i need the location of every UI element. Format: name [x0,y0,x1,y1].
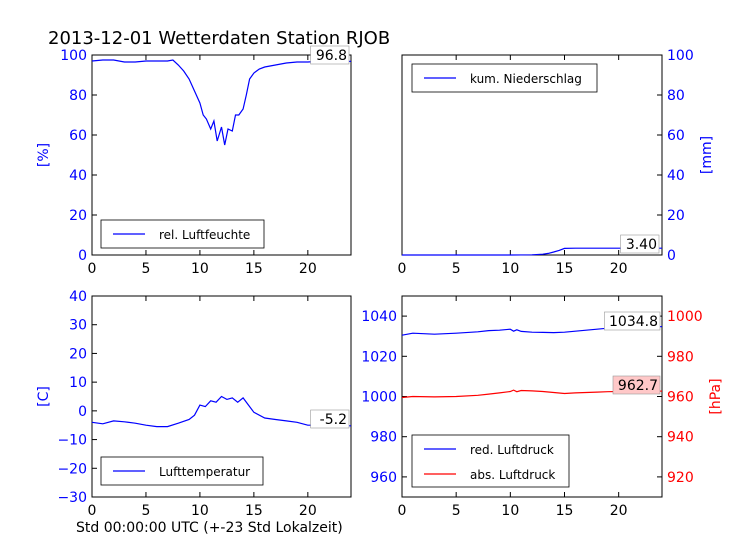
pressure-ytick-label-right: 920 [667,470,694,486]
temperature-xtick-label: 15 [245,503,263,519]
pressure-ylabel-right: [hPa] [708,378,724,414]
pressure-ytick-label-left: 960 [370,470,397,486]
pressure-ytick-label-right: 980 [667,349,694,365]
temperature-panel: 0 5 10 15 20 −30 −20 −10 0 10 20 30 40 [C] -5.2 Lufttem… [36,289,352,519]
temperature-series-line [91,395,351,428]
pressure-ytick-label-right: 940 [667,430,694,446]
humidity-ytick-label: 60 [69,128,87,144]
humidity-ytick-label: 40 [69,168,87,184]
pressure-legend-label: red. Luftdruck [470,443,554,457]
temperature-ytick-label: 0 [78,404,87,420]
precipitation-ytick-label: 80 [667,88,685,104]
pressure-xtick-label: 15 [556,503,574,519]
temperature-ytick-label: −30 [57,490,87,506]
humidity-frame [91,54,352,256]
pressure-annotation-reduced-box [604,311,661,331]
footer-xlabel: Std 00:00:00 UTC (+-23 Std Lokalzeit) [76,520,343,536]
humidity-annotation: 96.8 [316,48,347,64]
pressure-annotation-absolute: 962.7 [618,378,658,394]
precipitation-xtick-label: 5 [452,261,461,277]
temperature-xtick-label: 20 [299,503,317,519]
pressure-xtick-label: 10 [501,503,519,519]
humidity-xtick-label: 15 [245,261,263,277]
temperature-xtick-label: 0 [88,503,97,519]
temperature-ytick-label: 40 [69,289,87,305]
pressure-ytick-label-left: 1040 [361,309,397,325]
humidity-ytick-label: 80 [69,88,87,104]
pressure-ytick-label-left: 980 [370,430,397,446]
pressure-annotation-absolute-box [612,375,661,395]
precipitation-ytick-label: 20 [667,208,685,224]
precipitation-ytick-label: 40 [667,168,685,184]
humidity-ytick-label: 0 [78,248,87,264]
temperature-xtick-label: 10 [191,503,209,519]
humidity-ylabel: [%] [36,143,52,167]
pressure-legend-label: abs. Luftdruck [470,468,555,482]
pressure-series-line [401,389,662,399]
precipitation-ytick-label: 0 [667,248,676,264]
temperature-frame [91,295,352,498]
temperature-annotation-box [310,409,350,429]
precipitation-ytick-label: 100 [667,48,694,64]
humidity-xtick-label: 0 [88,261,97,277]
humidity-xtick-label: 5 [141,261,150,277]
figure-title: 2013-12-01 Wetterdaten Station RJOB [48,28,390,49]
pressure-ytick-label-right: 960 [667,390,694,406]
pressure-panel: 0 5 10 15 20 960 980 1000 1020 1040 920 940 960 980 10… [361,295,724,519]
precipitation-annotation: 3.40 [626,237,657,253]
temperature-xtick-label: 5 [141,503,150,519]
temperature-ytick-label: −10 [57,433,87,449]
temperature-legend-label: Lufttemperatur [159,465,250,479]
pressure-ytick-label-left: 1000 [361,390,397,406]
temperature-ytick-label: 30 [69,318,87,334]
pressure-xtick-label: 20 [610,503,628,519]
humidity-ytick-label: 100 [60,48,87,64]
temperature-ylabel: [C] [36,386,52,407]
humidity-panel: 0 5 10 15 20 0 20 40 60 80 100 [%] 96.8 rel. Luftfeuc… [36,45,352,277]
precipitation-xtick-label: 10 [501,261,519,277]
pressure-ytick-label-right: 1000 [667,309,703,325]
precipitation-xtick-label: 0 [398,261,407,277]
humidity-series-line [91,59,351,146]
pressure-ytick-label-left: 1020 [361,349,397,365]
pressure-annotation-reduced: 1034.8 [609,314,658,330]
humidity-xtick-label: 20 [299,261,317,277]
precipitation-annotation-box [620,234,660,254]
humidity-ytick-label: 20 [69,208,87,224]
humidity-xtick-label: 10 [191,261,209,277]
pressure-xtick-label: 5 [452,503,461,519]
precipitation-ylabel: [mm] [699,136,715,174]
temperature-annotation: -5.2 [320,412,347,428]
precipitation-xtick-label: 15 [556,261,574,277]
pressure-legend [411,434,570,488]
temperature-ytick-label: 10 [69,375,87,391]
humidity-legend-label: rel. Luftfeuchte [159,228,250,242]
temperature-ytick-label: −20 [57,461,87,477]
humidity-annotation-box [310,45,350,65]
precipitation-series-line [402,247,662,256]
precipitation-panel: 0 5 10 15 20 0 20 40 60 80 100 [mm] 3.40 kum. Nieders… [398,48,715,277]
pressure-xtick-label: 0 [398,503,407,519]
temperature-ytick-label: 20 [69,346,87,362]
precipitation-legend-label: kum. Niederschlag [470,72,582,86]
precipitation-xtick-label: 20 [610,261,628,277]
precipitation-ytick-label: 60 [667,128,685,144]
